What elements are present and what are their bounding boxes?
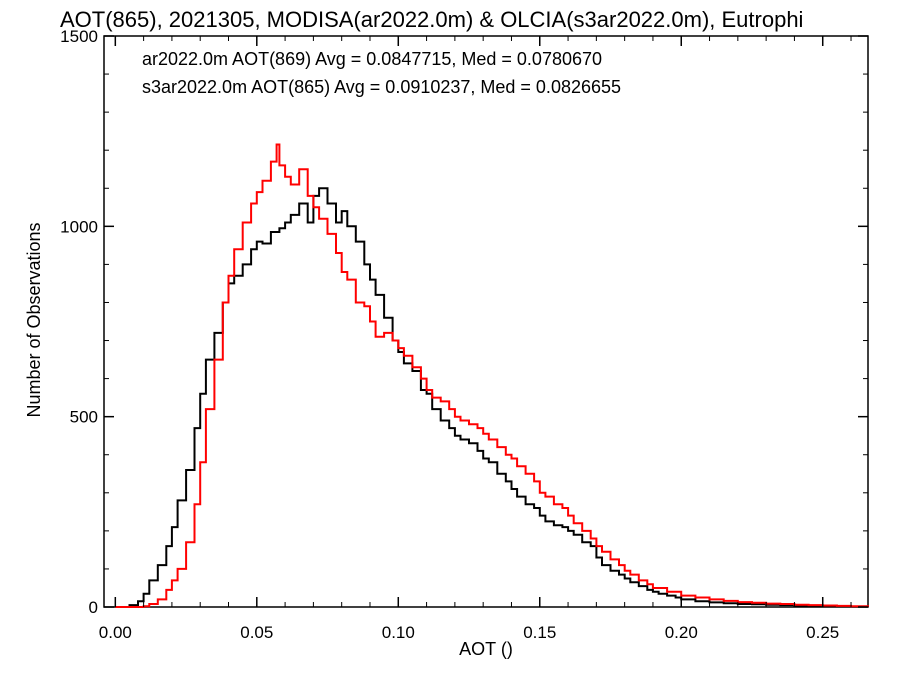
y-tick-label: 500	[70, 408, 98, 427]
legend-series-1-stats: ar2022.0m AOT(869) Avg = 0.0847715, Med …	[142, 49, 602, 69]
histogram-series-2	[115, 143, 869, 608]
x-tick-label: 0.00	[99, 623, 132, 642]
y-tick-label: 1000	[60, 217, 98, 236]
x-tick-label: 0.05	[240, 623, 273, 642]
x-tick-label: 0.10	[382, 623, 415, 642]
legend-series-2-stats: s3ar2022.0m AOT(865) Avg = 0.0910237, Me…	[142, 77, 621, 97]
y-tick-label: 0	[89, 598, 98, 617]
x-tick-label: 0.25	[806, 623, 839, 642]
x-tick-label: 0.15	[523, 623, 556, 642]
x-tick-label: 0.20	[665, 623, 698, 642]
plot-frame	[103, 35, 869, 608]
histogram-series-1	[115, 187, 869, 608]
x-axis-label: AOT ()	[459, 639, 513, 659]
y-axis-label: Number of Observations	[24, 222, 44, 417]
y-tick-label: 1500	[60, 27, 98, 46]
chart-title: AOT(865), 2021305, MODISA(ar2022.0m) & O…	[60, 7, 803, 32]
